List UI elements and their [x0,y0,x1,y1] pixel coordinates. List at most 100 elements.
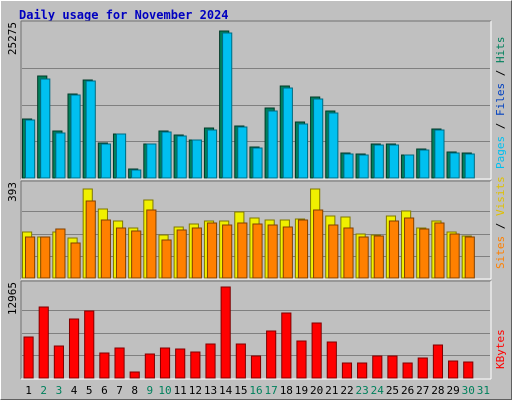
bar-files-day-14 [222,32,233,179]
bar-kbytes-day-23 [357,362,368,379]
bar-files-day-13 [206,129,218,179]
bar-kbytes-day-26 [402,362,413,379]
x-tick-day-10: 10 [158,384,171,397]
bar-sites-day-9 [146,209,157,279]
bar-sites-day-13 [206,222,218,279]
bar-sites-day-16 [252,223,263,279]
bar-files-day-23 [358,154,369,179]
bar-files-day-12 [191,139,202,179]
bar-kbytes-day-6 [99,352,110,379]
bar-files-day-6 [100,143,111,179]
x-tick-day-28: 28 [431,384,444,397]
bar-sites-day-18 [282,226,293,279]
x-tick-day-30: 30 [462,384,475,397]
bar-sites-day-11 [176,229,187,279]
panel-pages-files-hits-legend-files: Files [494,83,507,116]
x-tick-day-18: 18 [280,384,293,397]
bar-kbytes-day-21 [326,341,337,379]
bar-files-day-25 [388,144,400,179]
panel-pages-files-hits-legend-pages: Pages [494,136,507,169]
x-tick-day-21: 21 [325,384,338,397]
bar-sites-day-3 [55,228,66,279]
bar-kbytes-day-14 [220,286,231,379]
x-tick-day-19: 19 [295,384,308,397]
bar-files-day-26 [404,154,415,179]
bar-sites-day-26 [404,217,415,279]
bar-kbytes-day-7 [114,347,125,379]
bar-sites-day-28 [434,222,445,279]
panel-pages-files-hits-series-files [25,32,475,179]
bar-kbytes-day-4 [68,318,80,379]
x-tick-day-8: 8 [131,384,138,397]
bar-files-day-29 [449,152,460,179]
bar-files-day-27 [419,149,430,179]
x-tick-day-23: 23 [356,384,369,397]
bar-kbytes-day-13 [205,343,216,379]
panel-sites-visits: 393 Sites / Visits [6,176,507,280]
bar-files-day-21 [328,112,339,179]
panel-kbytes-series-kbytes [23,286,474,379]
x-tick-day-29: 29 [446,384,459,397]
panel-sites-visits-legend-visits: Visits [494,176,507,216]
bar-sites-day-14 [222,224,233,279]
x-tick-day-12: 12 [189,384,202,397]
bar-sites-day-8 [131,230,142,279]
bar-kbytes-day-15 [235,343,246,379]
bar-sites-day-23 [358,236,369,279]
panel-pages-files-hits-legend-hits: Hits [494,37,507,64]
x-tick-day-16: 16 [249,384,262,397]
bar-sites-day-6 [100,219,111,279]
bar-files-day-15 [237,126,248,179]
bar-kbytes-day-28 [432,344,444,379]
bar-files-day-18 [282,87,293,179]
bar-sites-day-5 [85,200,96,279]
x-tick-day-24: 24 [371,384,385,397]
panel-sites-visits-legend: Sites / Visits [494,176,507,269]
bar-kbytes-day-30 [463,361,474,379]
bar-sites-day-29 [449,233,460,279]
panel-kbytes-legend: KBytes [494,329,507,369]
bar-files-day-9 [146,143,157,179]
x-tick-day-17: 17 [265,384,278,397]
bar-kbytes-day-3 [53,345,64,379]
bar-files-day-11 [176,135,187,179]
x-tick-day-22: 22 [340,384,353,397]
panel-sites-visits-legend-sites: Sites [494,236,507,269]
panel-kbytes: 12965 KBytes [6,280,507,380]
x-tick-day-15: 15 [234,384,247,397]
bar-sites-day-24 [373,235,384,279]
bar-sites-day-25 [388,220,400,279]
bar-files-day-17 [267,110,278,179]
bar-files-day-24 [373,144,384,179]
bar-files-day-4 [70,94,81,179]
panel-pages-files-hits-legend-separator: / [494,116,507,136]
bar-kbytes-day-2 [38,306,49,379]
bar-kbytes-day-20 [311,322,322,379]
panel-sites-visits-legend-separator: / [494,216,507,236]
bar-kbytes-day-24 [372,355,383,379]
bar-sites-day-4 [70,242,81,279]
panel-sites-visits-series-sites [25,200,475,279]
bar-files-day-10 [161,131,172,179]
panel-kbytes-ymax-label: 12965 [6,282,19,315]
bar-kbytes-day-29 [448,360,459,379]
x-tick-day-1: 1 [25,384,32,397]
bar-sites-day-19 [297,219,309,279]
bar-files-day-1 [25,119,36,179]
panel-pages-files-hits-ymax-label: 25275 [6,22,19,55]
bar-kbytes-day-27 [417,357,428,379]
bar-sites-day-7 [115,227,127,279]
bar-kbytes-day-18 [281,312,292,379]
x-tick-day-14: 14 [219,384,233,397]
bar-sites-day-27 [419,228,430,279]
bar-files-day-3 [55,132,66,179]
x-tick-day-11: 11 [174,384,187,397]
chart-panels: 25275 Pages / Files / Hits 393 Sites / Visi… [6,20,507,380]
panel-kbytes-legend-kbytes: KBytes [494,329,507,369]
bar-files-day-8 [131,169,142,179]
bar-sites-day-15 [237,222,248,279]
panel-pages-files-hits: 25275 Pages / Files / Hits [6,20,507,180]
bar-sites-day-10 [161,239,172,279]
bar-sites-day-1 [25,236,36,279]
x-axis-labels: 1 2 3 4 5 6 7 8 9 10 11 12 13 14 15 16 17 18 19 20 21 22 23 24 2… [25,384,490,397]
